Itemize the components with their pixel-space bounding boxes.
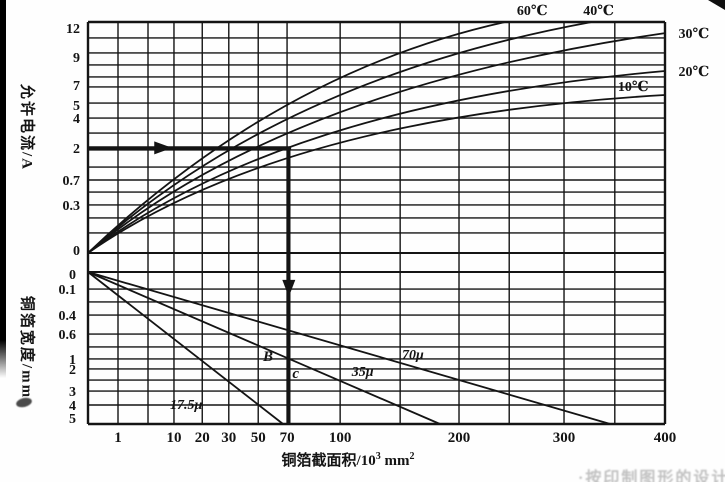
- y-tick-label-bottom: 3: [69, 385, 76, 400]
- y-tick-label-bottom: 5: [69, 412, 76, 427]
- x-axis-title: 铜箔截面积/103 mm2: [228, 449, 468, 470]
- y-tick-label-top: 9: [73, 51, 80, 66]
- point-label-c: c: [292, 366, 299, 382]
- temp-curve-60c: [87, 21, 506, 254]
- x-axis-title-unit: mm: [380, 453, 410, 469]
- temp-curve-20c: [87, 70, 666, 254]
- y-tick-label-top: 12: [66, 22, 80, 37]
- y-tick-label-top: 0: [73, 244, 80, 259]
- x-tick-label: 200: [448, 430, 471, 446]
- y-tick-label-top: 0.3: [63, 199, 81, 214]
- temp-curve-40c: [87, 21, 592, 254]
- y-axis-title-width: 铜箔宽度/mm: [18, 295, 35, 400]
- y-tick-label-bottom: 2: [69, 363, 76, 378]
- y-axis-title-current: 允许电流/A: [18, 83, 35, 171]
- temp-curve-10c: [87, 94, 666, 254]
- x-tick-label: 70: [280, 430, 295, 446]
- x-axis-title-exponent: 3: [375, 451, 381, 462]
- y-tick-label-top: 7: [73, 79, 80, 94]
- temp-curve-label-20c: 20℃: [678, 65, 709, 80]
- thickness-line-70u: [87, 271, 611, 425]
- down-arrowhead-icon: [282, 279, 296, 297]
- x-axis-title-unit-exponent: 2: [409, 451, 415, 462]
- y-tick-label-top: 2: [73, 142, 80, 157]
- y-tick-label-bottom: 1: [69, 353, 76, 368]
- scan-artifact-left-strip: [0, 0, 6, 378]
- y-tick-label-top: 4: [73, 112, 80, 127]
- thickness-line-label-35u: 35μ: [351, 365, 374, 380]
- x-tick-label: 30: [221, 430, 236, 446]
- thickness-line-35u: [87, 271, 441, 425]
- y-tick-label-top: 0.7: [63, 174, 81, 189]
- temp-curve-label-60c: 60℃: [517, 4, 548, 19]
- scan-artifact-corner-mark: [708, 0, 725, 10]
- temp-curve-label-10c: 10℃: [618, 80, 649, 95]
- x-tick-label: 20: [195, 430, 210, 446]
- y-tick-label-bottom: 0.1: [59, 283, 77, 298]
- x-tick-label: 50: [251, 430, 266, 446]
- x-axis-title-text: 铜箔截面积/10: [281, 453, 376, 469]
- thickness-line-label-70u: 70μ: [402, 348, 424, 363]
- thickness-line-label-17_5u: 17.5μ: [170, 398, 203, 413]
- temp-curve-30c: [87, 32, 666, 254]
- y-tick-label-bottom: 0.6: [59, 328, 77, 343]
- watermark-text: ·按印制图形的设计: [578, 470, 725, 482]
- temp-curve-label-30c: 30℃: [678, 27, 709, 42]
- x-tick-label: 100: [329, 430, 352, 446]
- x-tick-label: 400: [654, 430, 677, 446]
- y-tick-label-bottom: 0: [69, 268, 76, 283]
- x-tick-label: 300: [553, 430, 576, 446]
- y-tick-label-top: 5: [73, 99, 80, 114]
- y-tick-label-bottom: 0.4: [59, 309, 77, 324]
- thickness-line-17_5u: [87, 271, 284, 425]
- right-arrowhead-icon: [154, 141, 173, 155]
- temp-curve-label-40c: 40℃: [583, 4, 614, 19]
- x-tick-label: 1: [114, 430, 122, 446]
- y-tick-label-bottom: 4: [69, 399, 76, 414]
- point-label-B: B: [262, 349, 273, 365]
- x-tick-label: 10: [166, 430, 181, 446]
